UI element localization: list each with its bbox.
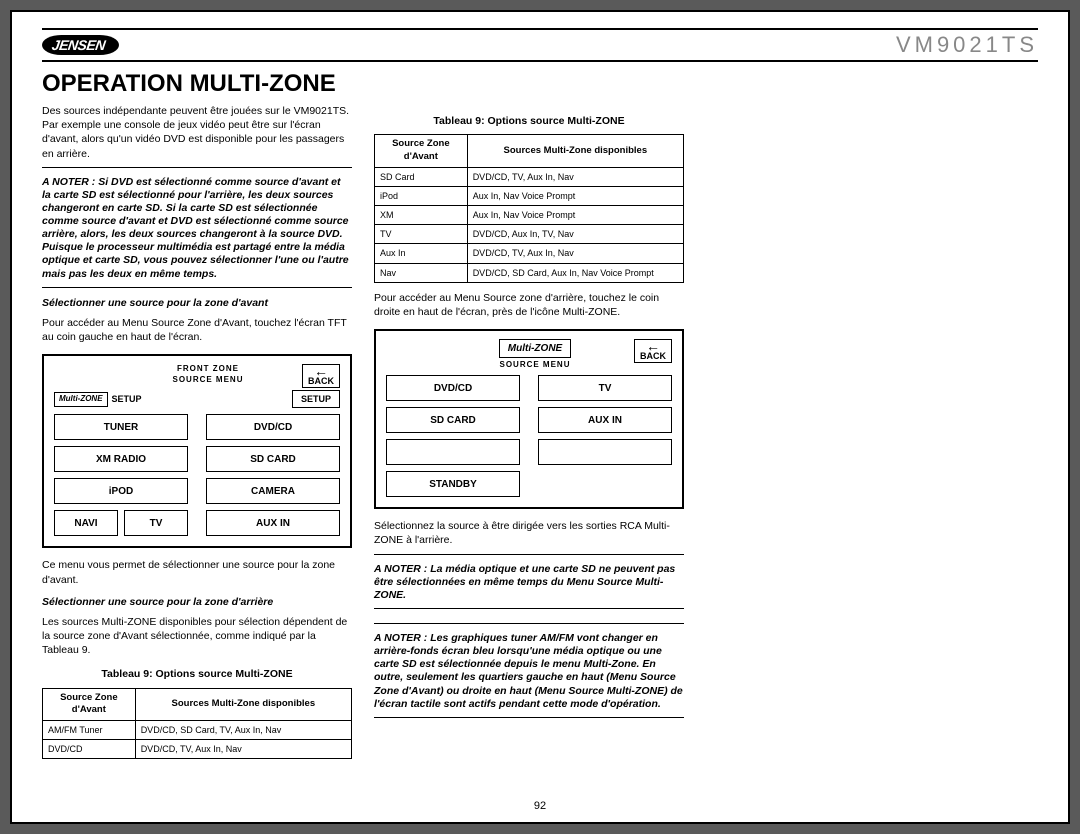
front-menu-desc: Ce menu vous permet de sélectionner une … bbox=[42, 558, 352, 586]
divider bbox=[374, 623, 684, 624]
xm-radio-button[interactable]: XM RADIO bbox=[54, 446, 188, 472]
table-caption-1: Tableau 9: Options source Multi-ZONE bbox=[42, 667, 352, 681]
tv-button[interactable]: TV bbox=[538, 375, 672, 401]
th-source-zone: Source Zone d'Avant bbox=[43, 688, 136, 721]
table-cell: TV bbox=[375, 225, 468, 244]
dvdcd-button[interactable]: DVD/CD bbox=[206, 414, 340, 440]
setup-button[interactable]: SETUP bbox=[292, 390, 340, 408]
standby-button[interactable]: STANDBY bbox=[386, 471, 520, 497]
back-arrow-icon: ← bbox=[640, 343, 666, 350]
divider bbox=[42, 167, 352, 168]
content-columns: Des sources indépendante peuvent être jo… bbox=[42, 104, 1038, 759]
manual-page: JENSEN VM9021TS OPERATION MULTI-ZONE Des… bbox=[10, 10, 1070, 824]
table-row: iPodAux In, Nav Voice Prompt bbox=[375, 186, 684, 205]
table-cell: DVD/CD, TV, Aux In, Nav bbox=[135, 740, 351, 759]
tv-button[interactable]: TV bbox=[124, 510, 188, 536]
table-cell: Aux In, Nav Voice Prompt bbox=[467, 206, 683, 225]
dvdcd-button[interactable]: DVD/CD bbox=[386, 375, 520, 401]
model-number: VM9021TS bbox=[896, 32, 1038, 58]
divider bbox=[374, 608, 684, 609]
multi-zone-tab[interactable]: Multi-ZONE bbox=[54, 392, 108, 407]
divider bbox=[374, 554, 684, 555]
note-tuner-graphics: A NOTER : Les graphiques tuner AM/FM von… bbox=[374, 632, 684, 711]
table-cell: XM bbox=[375, 206, 468, 225]
back-button[interactable]: ← BACK bbox=[302, 364, 340, 388]
panel-title-front-zone: FRONT ZONE bbox=[114, 364, 302, 375]
navi-button[interactable]: NAVI bbox=[54, 510, 118, 536]
header-row: JENSEN VM9021TS bbox=[42, 28, 1038, 62]
table-cell: DVD/CD, TV, Aux In, Nav bbox=[467, 244, 683, 263]
panel-subtitle-source-menu: SOURCE MENU bbox=[436, 360, 634, 371]
table-cell: AM/FM Tuner bbox=[43, 721, 136, 740]
th-sources-available: Sources Multi-Zone disponibles bbox=[467, 135, 683, 168]
setup-label-left: SETUP bbox=[112, 393, 142, 405]
sd-card-button[interactable]: SD CARD bbox=[206, 446, 340, 472]
rear-access-text: Pour accéder au Menu Source zone d'arriè… bbox=[374, 291, 684, 319]
front-access-text: Pour accéder au Menu Source Zone d'Avant… bbox=[42, 316, 352, 344]
back-button[interactable]: ← BACK bbox=[634, 339, 672, 363]
table-row: AM/FM TunerDVD/CD, SD Card, TV, Aux In, … bbox=[43, 721, 352, 740]
th-sources-available: Sources Multi-Zone disponibles bbox=[135, 688, 351, 721]
empty-slot bbox=[538, 439, 672, 465]
table-cell: DVD/CD, TV, Aux In, Nav bbox=[467, 167, 683, 186]
panel-subtitle-source-menu: SOURCE MENU bbox=[114, 375, 302, 386]
table-cell: iPod bbox=[375, 186, 468, 205]
multi-zone-tab: Multi-ZONE bbox=[499, 339, 571, 359]
rear-depends-text: Les sources Multi-ZONE disponibles pour … bbox=[42, 615, 352, 658]
column-1: Des sources indépendante peuvent être jo… bbox=[42, 104, 352, 759]
table-row: Aux InDVD/CD, TV, Aux In, Nav bbox=[375, 244, 684, 263]
page-number: 92 bbox=[534, 800, 546, 812]
table-cell: DVD/CD, SD Card, TV, Aux In, Nav bbox=[135, 721, 351, 740]
aux-in-button[interactable]: AUX IN bbox=[538, 407, 672, 433]
source-table-1: Source Zone d'Avant Sources Multi-Zone d… bbox=[42, 688, 352, 760]
subhead-rear-source: Sélectionner une source pour la zone d'a… bbox=[42, 595, 352, 609]
table-cell: DVD/CD, Aux In, TV, Nav bbox=[467, 225, 683, 244]
table-cell: SD Card bbox=[375, 167, 468, 186]
brand-logo: JENSEN bbox=[42, 35, 119, 55]
front-zone-panel: FRONT ZONE SOURCE MENU ← BACK Multi-ZONE… bbox=[42, 354, 352, 548]
source-table-2: Source Zone d'Avant Sources Multi-Zone d… bbox=[374, 134, 684, 282]
aux-in-button[interactable]: AUX IN bbox=[206, 510, 340, 536]
camera-button[interactable]: CAMERA bbox=[206, 478, 340, 504]
page-title: OPERATION MULTI-ZONE bbox=[42, 70, 1038, 98]
table-row: NavDVD/CD, SD Card, Aux In, Nav Voice Pr… bbox=[375, 263, 684, 282]
table-row: TVDVD/CD, Aux In, TV, Nav bbox=[375, 225, 684, 244]
note-optical-sd: A NOTER : La média optique et une carte … bbox=[374, 563, 684, 602]
subhead-front-source: Sélectionner une source pour la zone d'a… bbox=[42, 296, 352, 310]
tuner-button[interactable]: TUNER bbox=[54, 414, 188, 440]
table-row: XMAux In, Nav Voice Prompt bbox=[375, 206, 684, 225]
table-row: DVD/CDDVD/CD, TV, Aux In, Nav bbox=[43, 740, 352, 759]
ipod-button[interactable]: iPOD bbox=[54, 478, 188, 504]
sd-card-button[interactable]: SD CARD bbox=[386, 407, 520, 433]
multi-zone-panel: Multi-ZONE SOURCE MENU ← BACK DVD/CD TV … bbox=[374, 329, 684, 509]
back-arrow-icon: ← bbox=[308, 368, 334, 375]
table-cell: Nav bbox=[375, 263, 468, 282]
table-cell: DVD/CD bbox=[43, 740, 136, 759]
divider bbox=[374, 717, 684, 718]
divider bbox=[42, 287, 352, 288]
table-cell: DVD/CD, SD Card, Aux In, Nav Voice Promp… bbox=[467, 263, 683, 282]
column-2: Tableau 9: Options source Multi-ZONE Sou… bbox=[374, 104, 684, 759]
table-cell: Aux In bbox=[375, 244, 468, 263]
table-caption-2: Tableau 9: Options source Multi-ZONE bbox=[374, 114, 684, 128]
table-cell: Aux In, Nav Voice Prompt bbox=[467, 186, 683, 205]
rear-select-desc: Sélectionnez la source à être dirigée ve… bbox=[374, 519, 684, 547]
table-row: SD CardDVD/CD, TV, Aux In, Nav bbox=[375, 167, 684, 186]
empty-slot bbox=[386, 439, 520, 465]
th-source-zone: Source Zone d'Avant bbox=[375, 135, 468, 168]
note-dvd-sd: A NOTER : Si DVD est sélectionné comme s… bbox=[42, 176, 352, 281]
intro-text: Des sources indépendante peuvent être jo… bbox=[42, 104, 352, 161]
